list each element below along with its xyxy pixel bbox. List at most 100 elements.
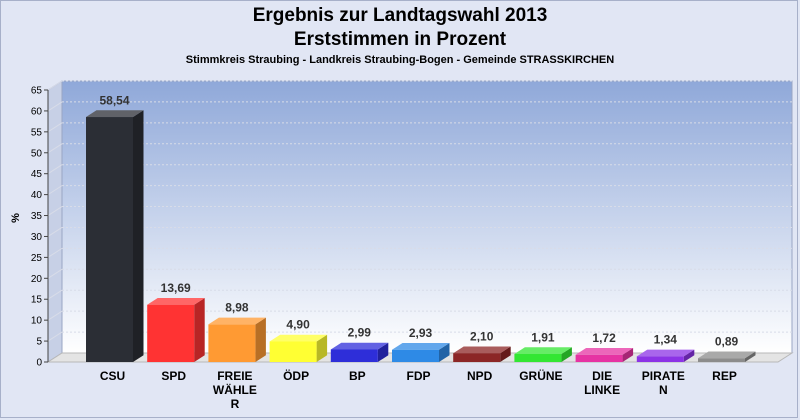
y-tick-label: 45 bbox=[31, 169, 43, 180]
bar-value-label: 8,98 bbox=[225, 301, 249, 315]
x-tick-label: PIRATE bbox=[642, 369, 685, 383]
bar-front bbox=[269, 341, 317, 362]
bar-front bbox=[453, 353, 501, 362]
bar-rep: 0,89 bbox=[698, 335, 756, 362]
bar-spd: 13,69 bbox=[147, 281, 205, 362]
x-tick-label: WÄHLE bbox=[213, 382, 257, 397]
x-tick-label: FDP bbox=[407, 369, 431, 383]
bar-side bbox=[316, 334, 328, 362]
chart-caption: Stimmkreis Straubing - Landkreis Straubi… bbox=[185, 54, 615, 66]
grid-line bbox=[47, 331, 63, 342]
bar-top bbox=[330, 342, 389, 350]
bar-freie-wähler: 8,98 bbox=[208, 301, 266, 362]
bar-ödp: 4,90 bbox=[269, 318, 328, 362]
bar-value-label: 0,89 bbox=[715, 335, 739, 349]
grid-line bbox=[47, 206, 63, 216]
bar-top bbox=[86, 110, 144, 118]
x-tick-label: GRÜNE bbox=[519, 368, 562, 383]
bar-front bbox=[636, 356, 684, 362]
x-tick-label: SPD bbox=[161, 369, 186, 383]
bar-npd: 2,10 bbox=[453, 329, 511, 362]
plot-side-wall bbox=[47, 80, 63, 363]
x-tick-label: REP bbox=[712, 369, 737, 383]
x-tick-label: CSU bbox=[100, 369, 125, 383]
grid-line bbox=[47, 122, 63, 133]
bar-top bbox=[392, 342, 450, 350]
bar-value-label: 1,91 bbox=[531, 330, 555, 344]
bar-die-linke: 1,72 bbox=[575, 331, 634, 362]
bar-front bbox=[575, 354, 623, 362]
bar-csu: 58,54 bbox=[86, 93, 144, 362]
grid-line bbox=[47, 247, 63, 258]
grid-line bbox=[47, 164, 63, 175]
bar-bp: 2,99 bbox=[330, 326, 389, 362]
x-tick-label: FREIE bbox=[217, 369, 252, 383]
y-tick-label: 30 bbox=[31, 232, 43, 243]
bar-grüne: 1,91 bbox=[514, 330, 572, 362]
bar-top bbox=[514, 347, 572, 355]
bar-value-label: 4,90 bbox=[286, 318, 310, 332]
y-tick-label: 0 bbox=[36, 358, 42, 369]
grid-line bbox=[47, 310, 63, 321]
bar-value-label: 2,10 bbox=[470, 329, 494, 343]
bar-top bbox=[575, 348, 634, 355]
grid-line bbox=[47, 268, 63, 279]
bar-front bbox=[330, 349, 378, 362]
x-tick-label: BP bbox=[349, 369, 366, 383]
y-tick-label: 10 bbox=[31, 316, 43, 327]
bar-side bbox=[745, 351, 756, 362]
grid-line bbox=[47, 289, 63, 300]
x-tick-label: ÖDP bbox=[283, 368, 309, 383]
grid-line bbox=[47, 185, 63, 196]
chart-title: Ergebnis zur Landtagswahl 2013 bbox=[252, 5, 548, 26]
bar-value-label: 1,72 bbox=[592, 331, 616, 345]
bar-side bbox=[561, 347, 572, 362]
bar-side bbox=[683, 349, 695, 362]
grid-line bbox=[47, 227, 63, 237]
y-tick-label: 65 bbox=[31, 86, 43, 97]
bar-side bbox=[439, 342, 450, 362]
bar-front bbox=[698, 358, 745, 362]
bar-side bbox=[133, 110, 144, 362]
bars: 58,54 13,69 8,98 4,90 2,99 2,93 2,10 1,91 1,72 1,… bbox=[86, 93, 756, 362]
bar-side bbox=[622, 348, 634, 362]
bar-top bbox=[208, 317, 266, 325]
x-tick-label: LINKE bbox=[584, 383, 620, 397]
bar-front bbox=[392, 349, 439, 362]
bar-top bbox=[698, 351, 756, 359]
bar-top bbox=[269, 334, 328, 342]
bar-fdp: 2,93 bbox=[392, 326, 450, 362]
y-axis-label: % bbox=[10, 213, 22, 223]
bar-value-label: 13,69 bbox=[161, 281, 191, 295]
x-tick-label: R bbox=[231, 397, 240, 411]
bar-top bbox=[453, 346, 511, 354]
bar-front bbox=[147, 304, 195, 362]
x-tick-label: NPD bbox=[467, 369, 493, 383]
y-tick-label: 55 bbox=[31, 127, 43, 138]
y-tick-label: 25 bbox=[31, 253, 43, 264]
bar-piraten: 1,34 bbox=[636, 333, 695, 362]
bar-side bbox=[255, 317, 266, 362]
y-tick-label: 20 bbox=[31, 274, 43, 285]
y-tick-label: 5 bbox=[36, 337, 42, 348]
bar-top bbox=[636, 349, 695, 357]
y-tick-label: 15 bbox=[31, 295, 43, 306]
grid-line bbox=[47, 143, 63, 154]
y-tick-label: 40 bbox=[31, 190, 43, 201]
bar-value-label: 2,99 bbox=[348, 326, 372, 340]
y-tick-label: 50 bbox=[31, 148, 43, 159]
grid-line bbox=[47, 101, 63, 112]
bar-value-label: 58,54 bbox=[99, 93, 129, 107]
bar-front bbox=[86, 117, 133, 362]
bar-side bbox=[194, 297, 205, 362]
x-tick-label: DIE bbox=[592, 369, 612, 383]
y-tick-label: 60 bbox=[31, 106, 43, 117]
bar-top bbox=[147, 297, 205, 305]
bar-value-label: 2,93 bbox=[409, 326, 433, 340]
bar-front bbox=[514, 354, 562, 362]
x-tick-label: N bbox=[659, 383, 668, 397]
chart-subtitle: Erststimmen in Prozent bbox=[293, 29, 507, 50]
